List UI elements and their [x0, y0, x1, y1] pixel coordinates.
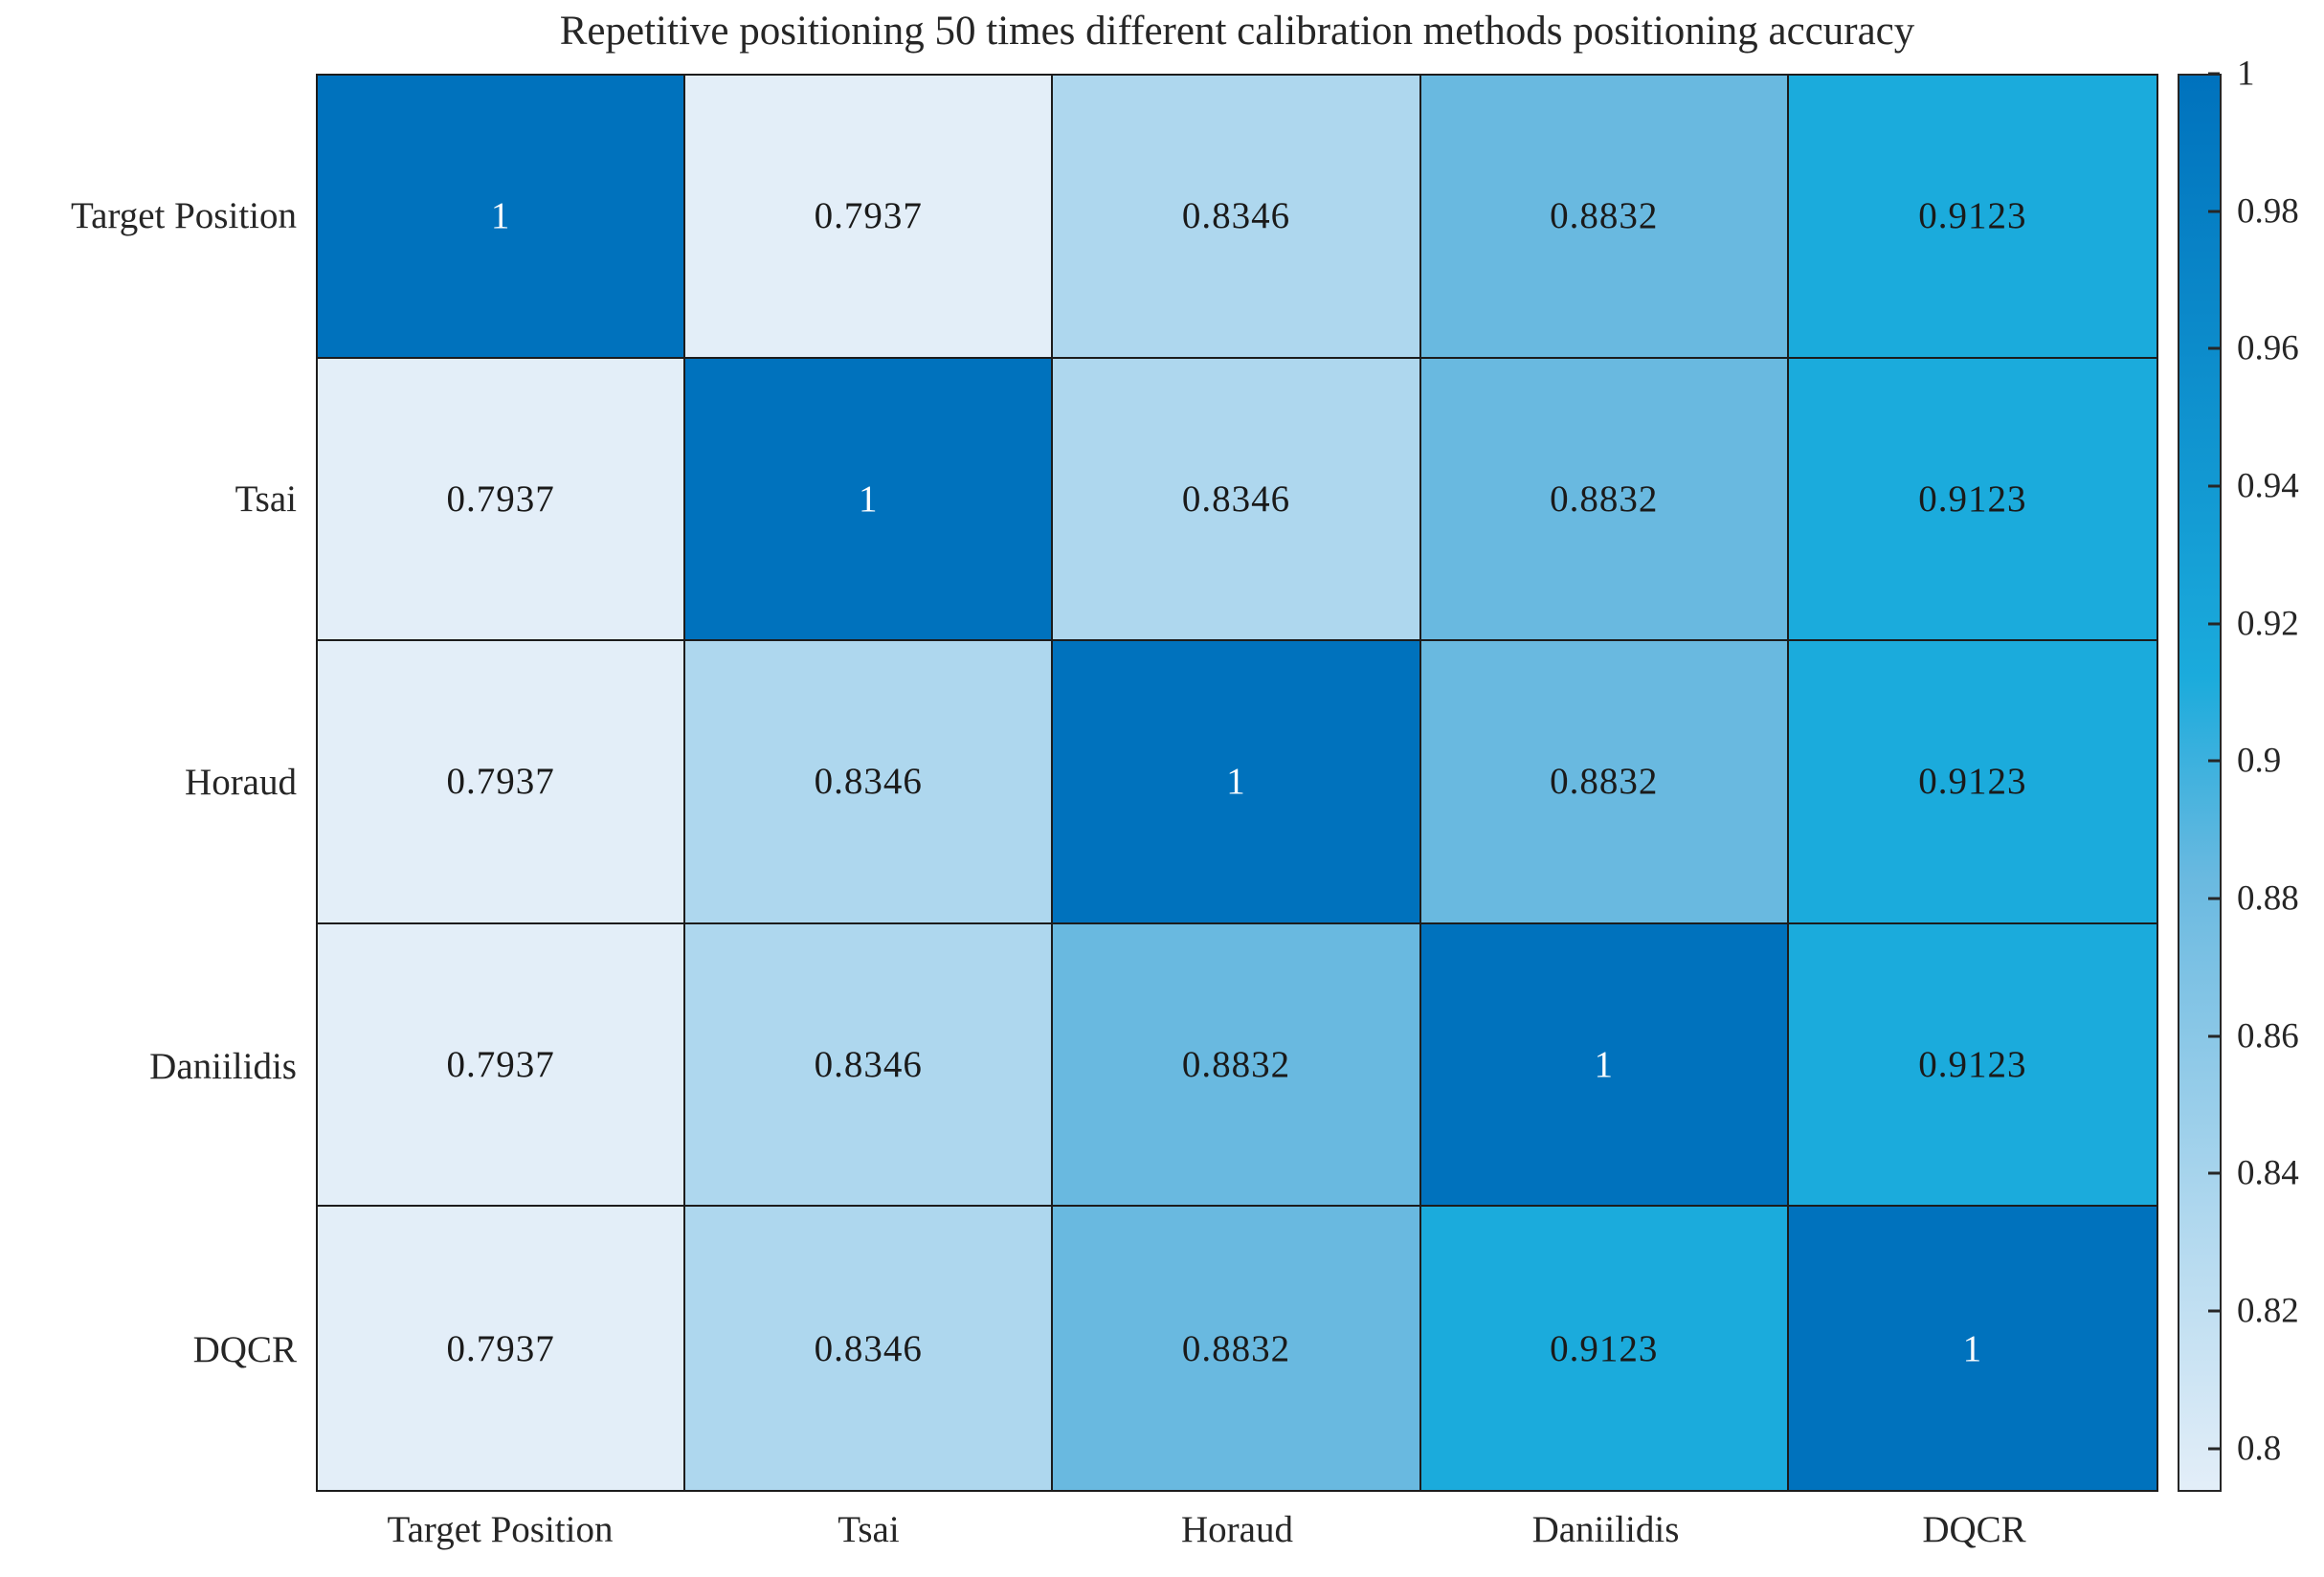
heatmap-cell-value: 0.9123: [1918, 761, 2027, 803]
colorbar-tick: [2208, 1309, 2220, 1313]
colorbar-tick: [2208, 622, 2220, 626]
heatmap-cell-value: 0.8832: [1550, 195, 1659, 237]
row-label: Target Position: [71, 194, 297, 236]
heatmap-cell-value: 0.8832: [1181, 1327, 1291, 1369]
heatmap-cell: 0.7937: [318, 1207, 686, 1490]
heatmap-cell-value: 1: [1226, 761, 1246, 803]
colorbar-tick: [2208, 484, 2220, 488]
heatmap-cell: 0.9123: [1788, 358, 2156, 642]
colorbar-tick-label: 0.94: [2237, 466, 2299, 506]
heatmap-cell: 0.9123: [1420, 1207, 1789, 1490]
column-label: DQCR: [1922, 1508, 2026, 1550]
heatmap-cell: 0.9123: [1788, 641, 2156, 924]
colorbar-gradient: [2178, 74, 2222, 1492]
colorbar-tick-label: 0.86: [2237, 1016, 2299, 1056]
heatmap-cell: 0.8346: [685, 1207, 1054, 1490]
heatmap-cell-value: 1: [1594, 1044, 1614, 1086]
heatmap-cell-value: 0.8832: [1550, 761, 1659, 803]
heatmap-cell: 0.7937: [318, 641, 686, 924]
heatmap-cell-value: 0.8346: [814, 1044, 923, 1086]
heatmap-cell: 0.8346: [685, 923, 1054, 1208]
heatmap-cell-value: 0.8346: [1181, 195, 1291, 237]
heatmap-cell: 1: [1788, 1207, 2156, 1490]
colorbar-tick-label: 0.8: [2237, 1429, 2282, 1469]
heatmap-cell: 0.9123: [1788, 76, 2156, 359]
chart-title: Repetitive positioning 50 times differen…: [559, 9, 1915, 54]
row-label: Tsai: [235, 478, 297, 521]
column-label: Tsai: [838, 1508, 900, 1550]
heatmap-cell-value: 0.8346: [814, 1327, 923, 1369]
heatmap-cell: 0.8346: [1053, 358, 1421, 642]
row-label: Daniilidis: [149, 1045, 297, 1087]
row-axis-labels: Target Position Tsai Horaud Daniilidis DQCR: [0, 74, 297, 1492]
heatmap-cell-value: 0.9123: [1918, 1044, 2027, 1086]
heatmap-cell-value: 1: [859, 478, 879, 520]
heatmap-cell-value: 0.8346: [1181, 478, 1291, 520]
colorbar-tick: [2208, 759, 2220, 763]
heatmap-cell: 0.8832: [1053, 1207, 1421, 1490]
colorbar-tick-label: 0.88: [2237, 878, 2299, 919]
heatmap-cell: 0.7937: [318, 923, 686, 1208]
colorbar-tick: [2208, 72, 2220, 76]
colorbar-tick: [2208, 1447, 2220, 1451]
heatmap-cell: 1: [1420, 923, 1789, 1208]
heatmap-grid: 1 0.7937 0.8346 0.8832 0.9123 0.7937 1 0.8346 0.…: [316, 74, 2158, 1492]
colorbar-tick-label: 0.84: [2237, 1153, 2299, 1193]
heatmap-cell-value: 0.7937: [446, 1327, 555, 1369]
heatmap-cell: 0.7937: [318, 358, 686, 642]
heatmap-cell-value: 0.7937: [446, 1044, 555, 1086]
heatmap-cell-value: 1: [490, 195, 511, 237]
colorbar: 1 0.98 0.96 0.94 0.92 0.9 0.88 0.86 0.84 0.82 0.8: [2178, 55, 2324, 1492]
heatmap-cell-value: 0.7937: [446, 478, 555, 520]
heatmap-cell: 0.7937: [685, 76, 1054, 359]
heatmap-cell: 0.8832: [1420, 641, 1789, 924]
row-label: DQCR: [192, 1329, 297, 1371]
heatmap-cell: 1: [685, 358, 1054, 642]
colorbar-tick-label: 0.96: [2237, 328, 2299, 368]
column-label: Horaud: [1181, 1508, 1293, 1550]
colorbar-tick-label: 1: [2237, 54, 2255, 94]
heatmap-cell-value: 0.7937: [446, 761, 555, 803]
colorbar-tick-label: 0.9: [2237, 741, 2282, 781]
colorbar-tick: [2208, 346, 2220, 350]
heatmap-cell-value: 0.8832: [1550, 478, 1659, 520]
colorbar-tick: [2208, 897, 2220, 900]
colorbar-tick: [2208, 1171, 2220, 1175]
heatmap-cell-value: 0.8346: [814, 761, 923, 803]
colorbar-tick-label: 0.98: [2237, 191, 2299, 232]
heatmap-cell: 0.9123: [1788, 923, 2156, 1208]
column-axis-labels: Target Position Tsai Horaud Daniilidis DQCR: [316, 1502, 2158, 1556]
heatmap-cell: 1: [1053, 641, 1421, 924]
heatmap-cell-value: 0.8832: [1181, 1044, 1291, 1086]
heatmap-cell: 1: [318, 76, 686, 359]
heatmap-cell: 0.8832: [1420, 76, 1789, 359]
heatmap-cell: 0.8832: [1053, 923, 1421, 1208]
colorbar-tick: [2208, 210, 2220, 213]
heatmap-cell-value: 1: [1962, 1327, 1983, 1369]
colorbar-tick-label: 0.82: [2237, 1291, 2299, 1331]
heatmap-cell-value: 0.9123: [1550, 1327, 1659, 1369]
heatmap-cell-value: 0.9123: [1918, 478, 2027, 520]
heatmap-cell: 0.8346: [685, 641, 1054, 924]
column-label: Target Position: [387, 1508, 614, 1550]
row-label: Horaud: [185, 762, 297, 804]
heatmap-cell: 0.8832: [1420, 358, 1789, 642]
column-label: Daniilidis: [1531, 1508, 1680, 1550]
heatmap-cell-value: 0.9123: [1918, 195, 2027, 237]
colorbar-tick-label: 0.92: [2237, 604, 2299, 644]
heatmap-cell-value: 0.7937: [814, 195, 923, 237]
colorbar-tick: [2208, 1034, 2220, 1038]
heatmap-cell: 0.8346: [1053, 76, 1421, 359]
